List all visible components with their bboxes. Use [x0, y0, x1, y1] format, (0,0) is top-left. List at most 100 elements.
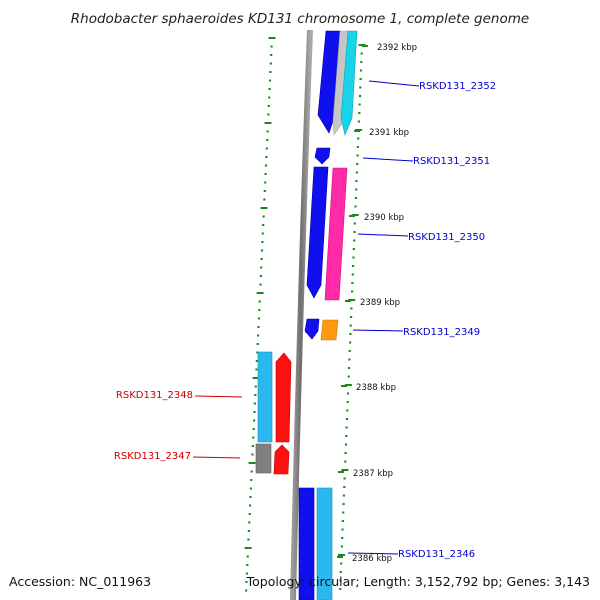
gene-2351-block[interactable] [314, 147, 331, 165]
inner-rail-minor-tick [260, 258, 263, 260]
scale-tick-2389 [345, 300, 351, 302]
outer-rail-major-tick [351, 214, 359, 216]
outer-rail-minor-tick [345, 435, 348, 437]
inner-rail-minor-tick [249, 487, 252, 490]
leader-2351 [362, 157, 414, 162]
inner-rail-minor-tick [250, 479, 253, 481]
outer-rail-major-tick [348, 299, 356, 301]
outer-rail-minor-tick [344, 443, 348, 446]
outer-rail-minor-tick [360, 61, 363, 63]
gene-2348-block-sky[interactable] [257, 351, 273, 443]
inner-rail-minor-tick [257, 326, 260, 328]
inner-rail-minor-tick [261, 232, 264, 235]
gene-2352-block-gray[interactable] [332, 30, 349, 136]
gene-2349-group[interactable] [304, 318, 339, 341]
scale-label-2390: 2390 kbp [364, 213, 404, 223]
gene-2346-group[interactable] [298, 487, 333, 600]
outer-rail-minor-tick [353, 239, 356, 242]
inner-rail-major-tick [256, 292, 264, 294]
gene-label-2351[interactable]: RSKD131_2351 [413, 156, 490, 167]
outer-rail-minor-tick [339, 579, 342, 582]
inner-rail-minor-tick [245, 572, 248, 575]
gene-2352-group[interactable] [317, 30, 358, 136]
inner-rail-minor-tick [263, 198, 266, 201]
inner-rail-minor-tick [252, 428, 255, 430]
gene-2348-block-red[interactable] [275, 352, 292, 443]
inner-rail-minor-tick [252, 436, 255, 439]
outer-rail-minor-tick [341, 528, 344, 531]
inner-rail-minor-tick [255, 368, 258, 371]
leader-2350 [357, 233, 409, 237]
gene-2350-block-blue[interactable] [306, 166, 329, 299]
gene-2350-group[interactable] [306, 166, 348, 301]
outer-rail-minor-tick [348, 358, 351, 361]
outer-rail-minor-tick [359, 86, 362, 89]
inner-rail-major-tick [244, 547, 252, 549]
inner-rail-minor-tick [265, 156, 268, 158]
gene-2347-block-red[interactable] [273, 444, 290, 475]
inner-rail-minor-tick [267, 105, 270, 107]
gene-2350-block-pink[interactable] [324, 167, 348, 301]
outer-rail-minor-tick [342, 503, 345, 505]
outer-rail-minor-tick [353, 222, 356, 225]
gene-2349-block-orange[interactable] [320, 319, 339, 341]
inner-rail-minor-tick [260, 266, 263, 269]
outer-rail-minor-tick [357, 120, 360, 123]
leader-2349 [352, 329, 404, 332]
gene-label-2350[interactable]: RSKD131_2350 [408, 232, 485, 243]
inner-rail-major-tick [252, 377, 260, 379]
topology-text: Topology: circular; Length: 3,152,792 bp… [246, 574, 590, 589]
gene-2347-block-gray[interactable] [255, 443, 272, 474]
gene-2348-group[interactable] [257, 351, 292, 443]
inner-rail-minor-tick [246, 555, 249, 558]
scale-label-2387: 2387 kbp [353, 469, 393, 479]
leader-2348 [194, 395, 243, 398]
gene-label-2348[interactable]: RSKD131_2348 [116, 390, 193, 401]
inner-rail-minor-tick [266, 139, 269, 141]
gene-2346-block-blue[interactable] [298, 487, 315, 600]
inner-rail-minor-tick [256, 343, 259, 345]
inner-rail-minor-tick [265, 147, 268, 150]
outer-rail-minor-tick [345, 418, 349, 420]
inner-rail-minor-tick [245, 581, 248, 583]
gene-label-2352[interactable]: RSKD131_2352 [419, 81, 496, 92]
scale-label-2389: 2389 kbp [360, 298, 400, 308]
outer-rail-minor-tick [352, 248, 355, 250]
outer-rail-minor-tick [351, 290, 354, 293]
gene-2346-block-sky[interactable] [316, 487, 333, 600]
inner-rail-minor-tick [268, 79, 272, 82]
outer-rail-minor-tick [346, 409, 349, 412]
gene-label-2349[interactable]: RSKD131_2349 [403, 327, 480, 338]
outer-rail-minor-tick [348, 350, 351, 352]
outer-rail-minor-tick [339, 588, 342, 590]
inner-rail-minor-tick [248, 513, 251, 515]
inner-rail-minor-tick [257, 334, 260, 337]
scale-tick-2387 [338, 471, 344, 473]
outer-rail-minor-tick [340, 562, 343, 565]
inner-rail-minor-tick [250, 470, 253, 473]
outer-rail-minor-tick [344, 452, 347, 454]
inner-rail-minor-tick [262, 224, 265, 226]
inner-rail-major-tick [248, 462, 256, 464]
outer-rail-minor-tick [342, 494, 345, 497]
gene-2349-block-blue[interactable] [304, 318, 320, 340]
outer-rail-minor-tick [350, 316, 353, 318]
gene-2352-block-cyan[interactable] [340, 30, 358, 136]
inner-rail-major-tick [264, 122, 272, 124]
outer-rail-minor-tick [341, 537, 344, 539]
outer-rail-minor-tick [350, 307, 353, 310]
gene-label-2347[interactable]: RSKD131_2347 [114, 451, 191, 462]
inner-rail-minor-tick [259, 275, 262, 277]
scale-label-2388: 2388 kbp [356, 383, 396, 393]
outer-rail-minor-tick [358, 112, 361, 114]
inner-rail-minor-tick [259, 283, 262, 286]
gene-2347-group[interactable] [255, 443, 290, 475]
outer-rail-minor-tick [351, 273, 354, 276]
gene-label-2346[interactable]: RSKD131_2346 [398, 549, 475, 560]
outer-rail-minor-tick [351, 282, 354, 284]
outer-rail-minor-tick [356, 163, 359, 165]
inner-rail-minor-tick [264, 181, 267, 184]
inner-rail-minor-tick [253, 411, 256, 413]
outer-rail-minor-tick [352, 265, 355, 267]
outer-rail-major-tick [344, 384, 352, 386]
